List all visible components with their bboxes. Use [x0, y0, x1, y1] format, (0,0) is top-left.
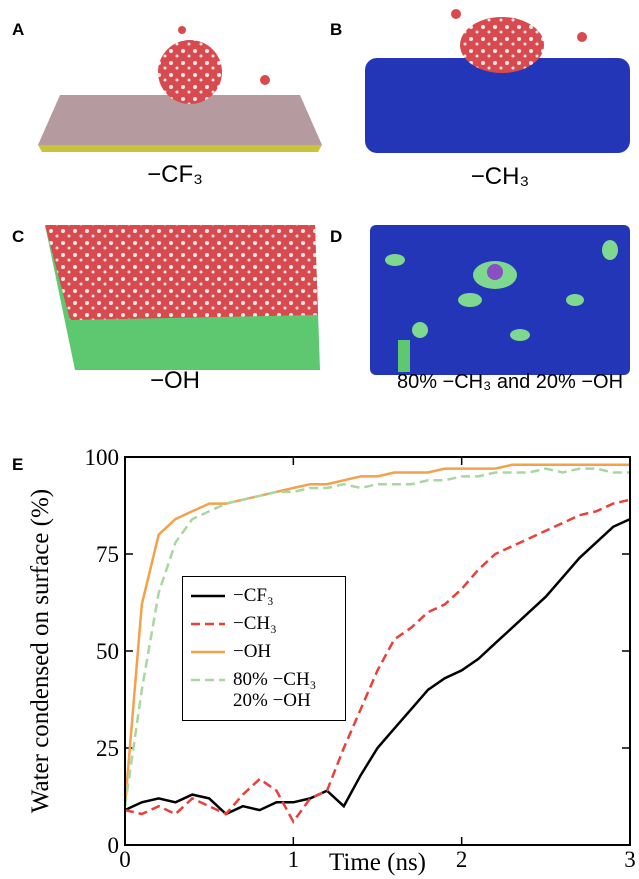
legend-swatch — [189, 675, 227, 685]
panel-label: B — [330, 20, 342, 39]
legend-swatch — [189, 619, 227, 629]
legend-label: −OH — [233, 641, 271, 662]
panel-label: A — [12, 20, 24, 39]
legend-swatch — [189, 591, 227, 601]
chart-label: E — [12, 455, 23, 474]
y-tick-label: 100 — [85, 445, 120, 470]
panel-d-image — [370, 225, 630, 375]
x-axis-label: Time (ns) — [329, 849, 426, 876]
y-tick-label: 25 — [96, 736, 119, 761]
legend-entry: −CF₃ — [189, 585, 321, 606]
legend-label: −CH₃ — [233, 613, 277, 634]
panel-label: D — [330, 227, 342, 246]
panel-label: C — [12, 227, 24, 246]
legend-label: 80% −CH₃ 20% −OH — [233, 669, 316, 711]
x-tick-label: 3 — [624, 847, 636, 872]
legend-swatch — [189, 647, 227, 657]
y-tick-label: 75 — [96, 542, 119, 567]
figure: A −CF₃ B −CH₃ C −OH D 80% −CH₃ and 20% −OH E Tim… — [0, 0, 639, 879]
legend-entry: 80% −CH₃ 20% −OH — [189, 669, 321, 711]
panel-a-image — [38, 26, 322, 152]
y-tick-label: 50 — [96, 639, 119, 664]
legend-label: −CF₃ — [233, 585, 274, 606]
y-tick-label: 0 — [108, 833, 120, 858]
panel-c-image — [45, 225, 320, 370]
x-tick-label: 0 — [119, 847, 131, 872]
panel-caption: −CF₃ — [147, 161, 203, 188]
legend: −CF₃ −CH₃ −OH 80% −CH₃ 20% −OH — [182, 576, 346, 721]
x-tick-label: 2 — [456, 847, 468, 872]
panel-caption: −OH — [150, 367, 200, 394]
panel-b-image — [365, 9, 630, 153]
x-tick-label: 1 — [288, 847, 300, 872]
legend-entry: −OH — [189, 641, 321, 662]
panel-caption: 80% −CH₃ and 20% −OH — [397, 371, 623, 393]
y-axis-label: Water condensed on surface (%) — [27, 489, 54, 813]
legend-entry: −CH₃ — [189, 613, 321, 634]
page: {"panels": [ {"label": "A", "caption": "… — [0, 0, 639, 879]
panel-caption: −CH₃ — [471, 163, 529, 190]
